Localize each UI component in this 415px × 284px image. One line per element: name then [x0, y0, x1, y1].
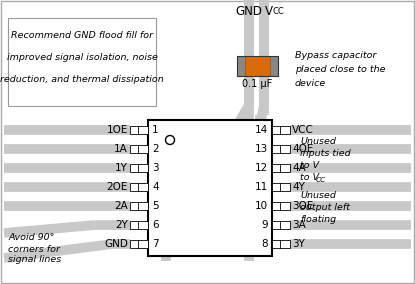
Text: floating: floating [300, 216, 336, 224]
Text: 1: 1 [152, 125, 159, 135]
Text: VCC: VCC [292, 125, 314, 135]
Text: device: device [295, 78, 326, 87]
Text: Unused: Unused [300, 137, 336, 147]
Bar [130, 240, 148, 248]
Text: 8: 8 [261, 239, 268, 249]
Text: GND: GND [104, 239, 128, 249]
Bar [272, 240, 290, 248]
Text: improved signal isolation, noise: improved signal isolation, noise [7, 53, 157, 62]
Bar [148, 120, 272, 256]
Text: 2Y: 2Y [115, 220, 128, 230]
Text: 10: 10 [255, 201, 268, 211]
Bar [272, 221, 290, 229]
Text: 4OE: 4OE [292, 144, 313, 154]
Text: Unused: Unused [300, 191, 336, 201]
Bar [8, 18, 156, 106]
Text: 2: 2 [152, 144, 159, 154]
Text: CC: CC [272, 7, 284, 16]
Text: corners for: corners for [8, 245, 60, 254]
Text: Recommend GND flood fill for: Recommend GND flood fill for [11, 32, 153, 41]
Text: 3: 3 [152, 163, 159, 173]
Text: Avoid 90°: Avoid 90° [8, 233, 54, 243]
Bar [270, 56, 278, 76]
Text: 3OE: 3OE [292, 201, 313, 211]
Text: Bypass capacitor: Bypass capacitor [295, 51, 376, 60]
Text: 12: 12 [255, 163, 268, 173]
Bar [130, 202, 148, 210]
Bar [130, 221, 148, 229]
Text: placed close to the: placed close to the [295, 64, 386, 74]
Text: 3Y: 3Y [292, 239, 305, 249]
Text: 2A: 2A [114, 201, 128, 211]
Bar [237, 56, 278, 76]
Bar [245, 56, 270, 76]
Bar [130, 126, 148, 134]
Text: 13: 13 [255, 144, 268, 154]
Bar [130, 145, 148, 153]
Bar [272, 164, 290, 172]
Text: 1A: 1A [114, 144, 128, 154]
Bar [272, 202, 290, 210]
Text: 9: 9 [261, 220, 268, 230]
Text: V: V [265, 5, 273, 18]
Text: to V: to V [300, 174, 319, 183]
Bar [272, 126, 290, 134]
Text: inputs tied: inputs tied [300, 149, 351, 158]
Text: 0.1 μF: 0.1 μF [242, 79, 273, 89]
Text: reduction, and thermal dissipation: reduction, and thermal dissipation [0, 76, 164, 85]
Text: CC: CC [316, 177, 326, 183]
Text: 14: 14 [255, 125, 268, 135]
Bar [130, 164, 148, 172]
Text: output left: output left [300, 204, 350, 212]
Text: 4Y: 4Y [292, 182, 305, 192]
Text: 7: 7 [152, 239, 159, 249]
Text: signal lines: signal lines [8, 256, 61, 264]
Text: 2OE: 2OE [107, 182, 128, 192]
Text: 4: 4 [152, 182, 159, 192]
Text: 1OE: 1OE [107, 125, 128, 135]
Text: 3A: 3A [292, 220, 306, 230]
Text: 11: 11 [255, 182, 268, 192]
Bar [130, 183, 148, 191]
Text: to V: to V [300, 162, 319, 170]
Text: 4A: 4A [292, 163, 306, 173]
Text: 1Y: 1Y [115, 163, 128, 173]
Text: 5: 5 [152, 201, 159, 211]
Bar [272, 145, 290, 153]
Bar [237, 56, 245, 76]
Text: 6: 6 [152, 220, 159, 230]
Text: GND: GND [235, 5, 263, 18]
Bar [272, 183, 290, 191]
